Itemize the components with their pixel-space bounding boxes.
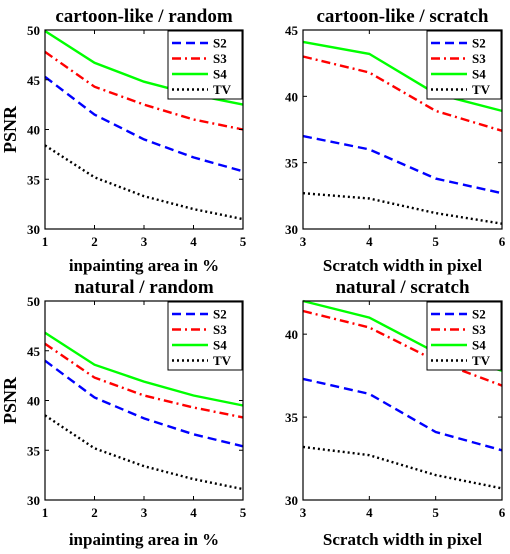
x-tick-label: 3 [141,505,148,520]
y-tick-label: 30 [27,493,40,508]
x-tick-label: 2 [91,505,98,520]
y-tick-label: 45 [285,23,299,38]
y-tick-label: 30 [285,493,298,508]
legend-label-s4: S4 [213,67,227,82]
y-tick-label: 35 [285,410,299,425]
y-tick-label: 30 [27,222,40,237]
legend-label-s4: S4 [472,338,486,353]
x-tick-label: 6 [499,505,506,520]
legend-label-s3: S3 [213,51,227,66]
x-tick-label: 5 [240,505,247,520]
x-tick-label: 4 [366,234,373,249]
y-tick-label: 35 [27,443,41,458]
series-line-s3 [302,55,503,132]
x-tick-label: 5 [432,234,439,249]
legend-label-s2: S2 [472,36,486,51]
chart-title: natural / random [74,277,214,298]
series-line-s2 [302,134,503,195]
chart-title: cartoon-like / scratch [316,6,488,27]
chart-title: natural / scratch [335,277,469,298]
series-line-tv [44,414,244,491]
legend-label-s3: S3 [213,322,227,337]
x-tick-label: 3 [300,234,307,249]
y-tick-label: 35 [27,172,41,187]
x-tick-label: 4 [190,505,197,520]
y-tick-label: 45 [27,344,41,359]
series-line-s3 [302,309,503,387]
x-axis-label: Scratch width in pixel [323,256,482,275]
y-tick-label: 50 [27,23,40,38]
x-tick-label: 5 [240,234,247,249]
series-line-s3 [44,50,244,131]
chart-title: cartoon-like / random [55,6,232,27]
x-tick-label: 1 [42,505,49,520]
x-tick-label: 3 [141,234,148,249]
series-line-s4 [44,331,244,407]
y-tick-label: 30 [285,222,298,237]
plot-frame [302,300,503,501]
y-tick-label: 40 [285,89,298,104]
x-axis-label: Scratch width in pixel [323,530,482,549]
x-tick-label: 2 [91,234,98,249]
legend-label-s4: S4 [213,338,227,353]
y-axis-label: PSNR [0,105,20,153]
series-line-s4 [302,40,503,113]
x-axis-label: inpainting area in % [69,256,219,275]
series-line-tv [302,192,503,225]
y-tick-label: 40 [27,394,40,409]
legend-label-tv: TV [472,82,491,97]
x-axis-label: inpainting area in % [69,530,219,549]
series-line-s3 [44,342,244,419]
series-line-tv [302,445,503,490]
x-tick-label: 5 [432,505,439,520]
y-tick-label: 35 [285,156,299,171]
plot-frame [302,29,503,230]
legend-label-s2: S2 [472,307,486,322]
series-line-s2 [44,75,244,173]
legend-label-s4: S4 [472,67,486,82]
legend-label-s2: S2 [213,307,227,322]
legend-label-s3: S3 [472,51,486,66]
x-tick-label: 1 [42,234,49,249]
legend-label-tv: TV [213,353,232,368]
y-axis-label: PSNR [0,376,20,424]
legend-label-tv: TV [213,82,232,97]
legend-label-tv: TV [472,353,491,368]
y-tick-label: 40 [27,123,40,138]
legend-label-s3: S3 [472,322,486,337]
y-tick-label: 45 [27,73,41,88]
x-tick-label: 4 [190,234,197,249]
series-line-tv [44,144,244,221]
y-tick-label: 40 [285,327,298,342]
legend-label-s2: S2 [213,36,227,51]
chart-panel-4: natural / scratch 3 4 5 6 30 35 40 Scratch width… [285,277,506,549]
y-tick-label: 50 [27,294,40,309]
x-tick-label: 6 [499,234,506,249]
x-tick-label: 4 [366,505,373,520]
x-tick-label: 3 [300,505,307,520]
series-line-s2 [44,359,244,448]
series-line-s2 [302,377,503,452]
